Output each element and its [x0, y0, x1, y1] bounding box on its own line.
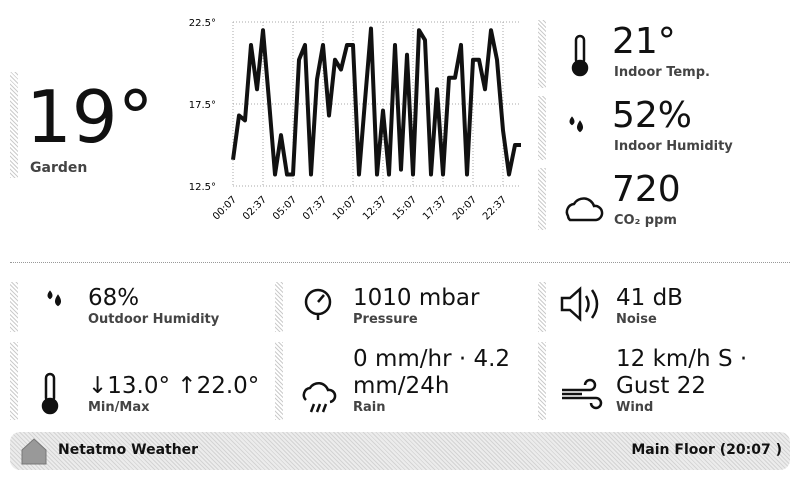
- current-label: Garden: [30, 160, 88, 176]
- accent-bar: [538, 168, 546, 230]
- tile-label: Pressure: [353, 312, 418, 327]
- indoor-value: 52%: [612, 95, 693, 136]
- indoor-value: 720: [612, 169, 681, 210]
- footer-status: Main Floor (20:07 ): [631, 442, 782, 458]
- x-tick-label: 02:37: [241, 194, 269, 222]
- tile-value: 41 dB: [616, 285, 683, 311]
- y-tick-label: 22.5°: [189, 18, 216, 29]
- temperature-chart: 12.5° 17.5° 22.5° 00:07 02:37 05:07 07:37 10:07…: [189, 18, 521, 223]
- accent-bar: [10, 282, 18, 332]
- x-tick-label: 05:07: [271, 194, 299, 222]
- footer-title: Netatmo Weather: [58, 442, 199, 458]
- x-tick-label: 10:07: [331, 194, 359, 222]
- accent-bar: [538, 96, 546, 160]
- tile-icons: [41, 286, 603, 415]
- x-tick-label: 20:07: [451, 194, 479, 222]
- accent-bar: [275, 282, 283, 332]
- y-tick-label: 17.5°: [189, 100, 216, 111]
- indoor-label: Indoor Humidity: [614, 139, 733, 154]
- tile-label: Rain: [353, 400, 386, 415]
- tile-label: Noise: [616, 312, 657, 327]
- tile-value: 0 mm/hr · 4.2 mm/24h: [353, 346, 511, 399]
- accent-bar: [538, 282, 546, 332]
- indoor-label: Indoor Temp.: [614, 65, 710, 80]
- y-tick-label: 12.5°: [189, 182, 216, 193]
- temperature-line: [231, 26, 521, 177]
- footer: [10, 432, 790, 470]
- x-tick-label: 17:37: [421, 194, 449, 222]
- accent-bar: [538, 342, 546, 420]
- indoor-label: CO₂ ppm: [614, 213, 677, 228]
- x-tick-label: 15:07: [391, 194, 419, 222]
- tile-label: Wind: [616, 400, 654, 415]
- indoor-value: 21°: [612, 21, 676, 62]
- x-tick-label: 12:37: [361, 194, 389, 222]
- tile-value: 1010 mbar: [353, 285, 480, 311]
- accent-bar: [275, 342, 283, 420]
- current-temp: 19°: [26, 75, 154, 159]
- accent-bar: [10, 342, 18, 420]
- x-tick-label: 22:37: [481, 194, 509, 222]
- divider: [10, 262, 790, 263]
- tile-value: ↓13.0° ↑22.0°: [88, 373, 260, 399]
- tile-value: 68%: [88, 285, 140, 311]
- accent-bar: [538, 20, 546, 88]
- tile-label: Outdoor Humidity: [88, 312, 220, 327]
- home-icon: [21, 438, 47, 465]
- indoor-icons: [565, 34, 604, 222]
- x-tick-label: 00:07: [211, 194, 239, 222]
- tile-value: 12 km/h S · Gust 22: [616, 346, 748, 399]
- tile-label: Min/Max: [88, 400, 150, 415]
- x-tick-label: 07:37: [301, 194, 329, 222]
- accent-bar: [10, 72, 18, 178]
